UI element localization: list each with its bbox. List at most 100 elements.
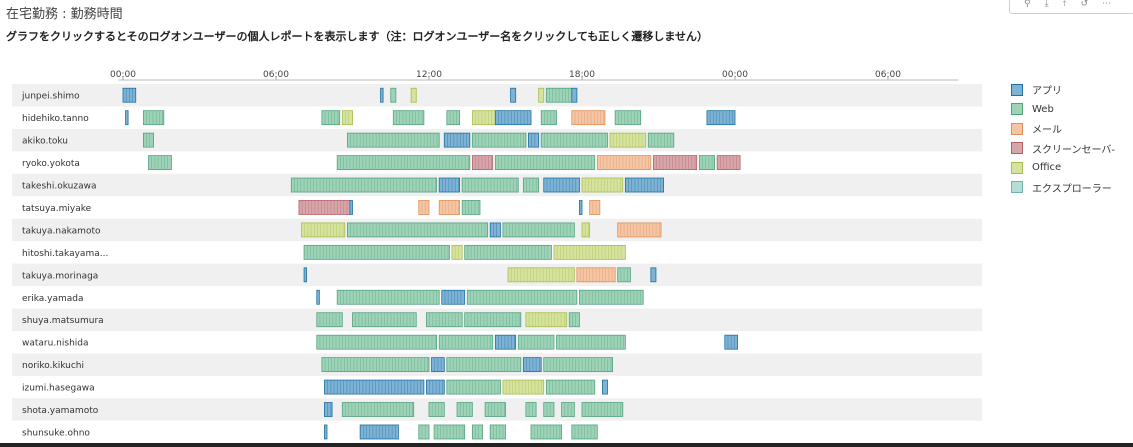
activity-bar[interactable] [441,289,466,305]
activity-bar[interactable] [125,110,129,126]
activity-bar[interactable] [525,402,537,417]
user-label[interactable]: junpei.shimo [21,92,80,102]
user-label[interactable]: ryoko.yokota [22,159,80,169]
activity-bar[interactable] [484,402,506,417]
activity-bar[interactable] [530,424,563,440]
activity-bar[interactable] [706,110,736,126]
user-label[interactable]: takuya.nakamoto [22,226,101,236]
activity-bar[interactable] [464,312,522,328]
activity-bar[interactable] [426,312,463,328]
download-icon[interactable]: ⤓ [1044,0,1049,9]
activity-bar[interactable] [142,110,165,126]
activity-bar[interactable] [650,267,657,283]
activity-bar[interactable] [316,289,320,305]
activity-bar[interactable] [581,402,624,417]
activity-bar[interactable] [556,334,626,350]
activity-bar[interactable] [517,334,555,350]
activity-bar[interactable] [494,155,596,170]
legend-item[interactable]: スクリーンセーバ- [1011,139,1115,159]
activity-bar[interactable] [380,87,384,103]
activity-bar[interactable] [433,424,466,440]
activity-bar[interactable] [698,155,715,170]
activity-bar[interactable] [471,132,527,148]
activity-bar[interactable] [438,177,461,193]
activity-bar[interactable] [324,402,333,417]
activity-bar[interactable] [502,379,545,395]
activity-bar[interactable] [341,402,415,417]
activity-bar[interactable] [464,244,552,260]
share-icon[interactable]: ⋯ [1102,0,1112,9]
user-label[interactable]: erika.yamada [22,294,84,304]
activity-bar[interactable] [502,222,575,238]
activity-bar[interactable] [528,132,540,148]
user-label[interactable]: izumi.hasegawa [22,384,95,394]
activity-bar[interactable] [538,87,545,103]
user-label[interactable]: hitoshi.takayama... [22,249,108,259]
activity-bar[interactable] [392,110,425,126]
activity-bar[interactable] [602,379,608,395]
activity-bar[interactable] [540,132,608,148]
activity-bar[interactable] [571,87,578,103]
user-label[interactable]: akiko.toku [22,137,68,147]
timeline-chart[interactable]: 00:00 06:00 12:00 18:00 00:00 06:00 junpei.shi… [0,0,1000,447]
activity-bar[interactable] [301,222,346,238]
activity-bar[interactable] [522,357,542,373]
activity-bar[interactable] [581,177,624,193]
activity-bar[interactable] [418,200,430,215]
activity-bar[interactable] [545,379,596,395]
activity-bar[interactable] [571,110,606,126]
activity-bar[interactable] [494,334,517,350]
activity-bar[interactable] [410,87,417,103]
activity-bar[interactable] [510,87,517,103]
activity-bar[interactable] [390,87,397,103]
activity-bar[interactable] [581,222,591,238]
activity-bar[interactable] [716,155,741,170]
activity-bar[interactable] [543,177,580,193]
activity-bar[interactable] [568,312,580,328]
activity-bar[interactable] [461,200,481,215]
activity-bar[interactable] [148,155,172,170]
activity-bar[interactable] [494,110,532,126]
activity-bar[interactable] [446,357,522,373]
activity-bar[interactable] [303,267,307,283]
legend-item[interactable]: アプリ [1011,80,1115,100]
activity-bar[interactable] [589,200,601,215]
activity-bar[interactable] [142,132,154,148]
user-label[interactable]: shota.yamamoto [22,406,99,416]
activity-bar[interactable] [525,312,568,328]
activity-bar[interactable] [303,244,450,260]
activity-bar[interactable] [543,402,555,417]
activity-bar[interactable] [540,110,557,126]
activity-bar[interactable] [418,424,430,440]
activity-bar[interactable] [653,155,698,170]
legend-item[interactable]: Office [1011,158,1115,178]
activity-bar[interactable] [609,132,647,148]
undo-icon[interactable]: ↺ [1080,0,1089,9]
user-label[interactable]: noriko.kikuchi [22,361,84,371]
user-label[interactable]: shunsuke.ohno [22,428,90,438]
activity-bar[interactable] [471,424,483,440]
activity-bar[interactable] [617,222,662,238]
activity-bar[interactable] [290,177,438,193]
user-label[interactable]: shuya.matsumura [22,316,104,326]
activity-bar[interactable] [456,402,473,417]
activity-bar[interactable] [471,155,494,170]
pin-icon[interactable]: ⤒ [1062,0,1067,9]
activity-bar[interactable] [426,379,445,395]
user-label[interactable]: wataru.nishida [22,339,89,349]
activity-bar[interactable] [543,357,613,373]
activity-bar[interactable] [324,424,328,440]
legend-item[interactable]: エクスプローラー [1011,178,1115,198]
search-icon[interactable]: ⚲ [1024,0,1031,9]
activity-bar[interactable] [489,424,506,440]
activity-bar[interactable] [522,177,540,193]
user-label[interactable]: tatsuya.miyake [22,204,92,214]
activity-bar[interactable] [321,110,341,126]
activity-bar[interactable] [438,200,461,215]
user-label[interactable]: takeshi.okuzawa [22,182,97,192]
user-label[interactable]: takuya.morinaga [22,271,98,281]
activity-bar[interactable] [336,155,471,170]
activity-bar[interactable] [451,244,463,260]
user-label[interactable]: hidehiko.tanno [22,114,89,124]
activity-bar[interactable] [553,244,626,260]
